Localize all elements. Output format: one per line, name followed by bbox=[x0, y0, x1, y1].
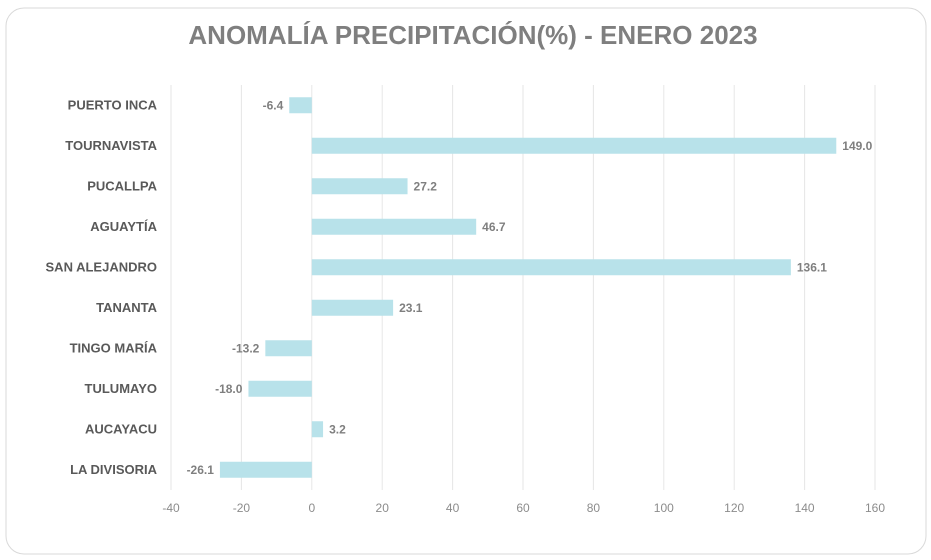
data-label: -6.4 bbox=[263, 98, 284, 112]
data-label: -13.2 bbox=[232, 341, 260, 355]
bar bbox=[311, 421, 324, 438]
bar bbox=[311, 137, 837, 154]
data-label: 46.7 bbox=[482, 220, 506, 234]
x-tick-label: 60 bbox=[516, 501, 530, 515]
y-tick-label: TINGO MARÍA bbox=[70, 341, 158, 356]
data-label: -18.0 bbox=[215, 382, 243, 396]
y-tick-label: PUERTO INCA bbox=[68, 98, 158, 113]
bar bbox=[248, 380, 312, 397]
x-tick-label: 80 bbox=[587, 501, 601, 515]
y-tick-label: PUCALLPA bbox=[87, 179, 157, 194]
bar bbox=[311, 178, 408, 195]
bar bbox=[265, 340, 312, 357]
bar bbox=[311, 299, 394, 316]
x-tick-label: 100 bbox=[654, 501, 674, 515]
chart-title: ANOMALÍA PRECIPITACIÓN(%) - ENERO 2023 bbox=[188, 20, 757, 50]
data-label: -26.1 bbox=[187, 463, 215, 477]
y-tick-label: AGUAYTÍA bbox=[90, 219, 157, 234]
x-tick-label: 40 bbox=[446, 501, 460, 515]
data-label: 23.1 bbox=[399, 301, 423, 315]
x-tick-label: -40 bbox=[162, 501, 180, 515]
bar bbox=[311, 218, 477, 235]
x-tick-label: 0 bbox=[308, 501, 315, 515]
y-tick-label: TULUMAYO bbox=[85, 381, 157, 396]
bar bbox=[311, 259, 791, 276]
data-label: 3.2 bbox=[329, 422, 346, 436]
y-tick-label: LA DIVISORIA bbox=[70, 462, 158, 477]
data-label: 136.1 bbox=[797, 260, 827, 274]
x-tick-label: 20 bbox=[376, 501, 390, 515]
y-tick-label: SAN ALEJANDRO bbox=[46, 260, 157, 275]
data-label: 149.0 bbox=[842, 139, 872, 153]
data-label: 27.2 bbox=[414, 179, 438, 193]
bar bbox=[219, 461, 312, 478]
x-tick-label: -20 bbox=[233, 501, 251, 515]
y-tick-label: TOURNAVISTA bbox=[65, 138, 157, 153]
y-tick-label: AUCAYACU bbox=[85, 422, 157, 437]
bar bbox=[289, 97, 312, 114]
x-tick-label: 140 bbox=[795, 501, 815, 515]
y-tick-label: TANANTA bbox=[96, 300, 158, 315]
x-tick-label: 120 bbox=[724, 501, 744, 515]
x-tick-label: 160 bbox=[865, 501, 885, 515]
